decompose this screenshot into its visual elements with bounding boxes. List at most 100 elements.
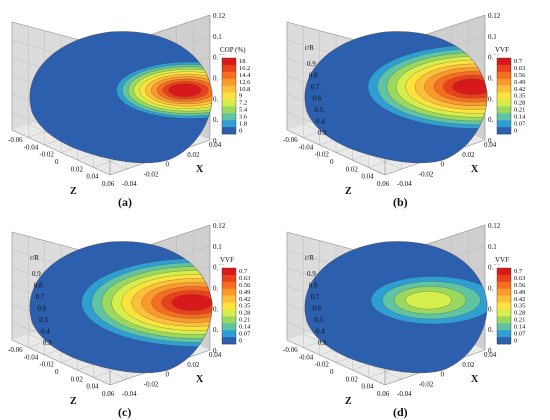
- colorbar-tick-label: 0.35: [239, 303, 250, 310]
- z-tick-label: 0: [330, 368, 334, 376]
- y-tick-label: 0.1: [488, 243, 497, 251]
- z-axis-label: Z: [70, 186, 77, 197]
- z-axis-label: Z: [70, 396, 77, 407]
- y-tick-label: 0: [213, 137, 217, 145]
- colorbar-swatch: [497, 58, 511, 66]
- x-tick-label: -0.02: [144, 380, 159, 388]
- colorbar-tick-label: 0: [239, 127, 242, 134]
- x-axis-label: X: [471, 374, 479, 385]
- colorbar-tick-label: 0.14: [514, 323, 526, 330]
- colorbar-tick-label: 3.6: [239, 113, 248, 120]
- y-tick-label: 0.12: [488, 12, 501, 20]
- rr-tick-label: 0.4: [316, 118, 325, 126]
- colorbar-swatch: [497, 274, 511, 283]
- colorbar-tick-label: 18: [239, 58, 246, 65]
- rr-tick-label: 0.9: [307, 60, 316, 68]
- panel-caption: (c): [118, 405, 131, 419]
- colorbar-swatch: [497, 281, 511, 290]
- colorbar-tick-label: 0.14: [514, 113, 526, 120]
- colorbar-tick-label: 0.7: [514, 268, 523, 275]
- colorbar-swatch: [222, 309, 236, 317]
- z-tick-label: 0.02: [346, 375, 359, 383]
- rr-tick-label: 0.5: [39, 316, 48, 324]
- z-tick-label: -0.06: [8, 136, 23, 144]
- z-tick-label: -0.02: [314, 361, 329, 369]
- z-tick-label: 0.06: [377, 390, 390, 398]
- rr-tick-label: 0.7: [36, 293, 45, 301]
- x-tick-label: 0.02: [187, 151, 200, 159]
- colorbar-swatch: [497, 113, 511, 121]
- z-tick-label: -0.04: [299, 143, 314, 151]
- colorbar-tick-label: 0.28: [514, 100, 525, 107]
- x-tick-label: -0.02: [419, 380, 434, 388]
- colorbar-swatch: [222, 295, 236, 303]
- colorbar-tick-label: 0.28: [239, 310, 250, 317]
- colorbar-swatch: [222, 71, 236, 80]
- x-tick-label: 0.02: [462, 151, 475, 159]
- colorbar-tick-label: 0: [514, 337, 517, 344]
- colorbar-swatch: [222, 274, 236, 283]
- z-tick-label: 0.02: [71, 165, 84, 173]
- y-tick-label: 0.1: [213, 33, 222, 41]
- x-tick-label: 0.02: [187, 361, 200, 369]
- rr-tick-label: 0.4: [316, 328, 325, 336]
- z-tick-label: 0.04: [361, 173, 374, 181]
- rr-axis-label: r/R: [305, 44, 314, 52]
- colorbar-tick-label: 0.42: [514, 296, 525, 303]
- colorbar-swatch: [497, 127, 511, 135]
- colorbar-swatch: [222, 99, 236, 107]
- z-tick-label: 0.06: [102, 390, 115, 398]
- colorbar-swatch: [497, 323, 511, 331]
- box-edge: [11, 339, 111, 386]
- colorbar-swatch: [222, 64, 236, 73]
- x-tick-label: 0: [166, 161, 170, 169]
- z-tick-label: -0.04: [299, 353, 314, 361]
- rr-tick-label: 0.8: [34, 282, 43, 290]
- colorbar-swatch: [497, 85, 511, 93]
- colorbar-swatch: [497, 71, 511, 80]
- z-tick-label: 0.04: [86, 383, 99, 391]
- box-edge: [286, 339, 386, 386]
- colorbar-frame: [496, 267, 512, 345]
- colorbar-swatch: [222, 316, 236, 324]
- colorbar-tick-label: 7.2: [239, 100, 247, 107]
- z-tick-label: -0.02: [39, 151, 54, 159]
- contour-band: [171, 294, 213, 311]
- colorbar-tick-label: 0.28: [514, 310, 525, 317]
- colorbar-swatch: [497, 337, 511, 345]
- y-tick-label: 0: [488, 347, 492, 355]
- z-tick-label: 0.02: [346, 165, 359, 173]
- colorbar-swatch: [497, 288, 511, 296]
- rr-axis-label: r/R: [30, 254, 39, 262]
- x-tick-label: -0.02: [419, 170, 434, 178]
- colorbar-tick-label: 0.42: [514, 86, 525, 93]
- colorbar-tick-label: 0.7: [239, 268, 248, 275]
- colorbar-frame: [221, 57, 237, 135]
- colorbar-swatch: [497, 106, 511, 114]
- colorbar-tick-label: 0.21: [514, 317, 525, 324]
- colorbar-tick-label: 14.4: [239, 72, 251, 79]
- x-tick-label: 0.04: [484, 141, 497, 149]
- colorbar-swatch: [497, 295, 511, 303]
- colorbar-swatch: [222, 78, 236, 86]
- colorbar-tick-label: 5.4: [239, 107, 248, 114]
- chart-panel-1: -0.06-0.04-0.0200.020.040.060.040.020-0.…: [8, 12, 264, 209]
- x-tick-label: 0: [441, 371, 445, 379]
- x-tick-label: 0.04: [209, 351, 222, 359]
- colorbar-tick-label: 0.21: [514, 107, 525, 114]
- colorbar-swatch: [497, 78, 511, 86]
- colorbar-tick-label: 0.07: [239, 330, 251, 337]
- colorbar-title: VVF: [220, 256, 234, 264]
- panel-caption: (b): [393, 195, 408, 209]
- colorbar-tick-label: 0.21: [239, 317, 250, 324]
- colorbar-swatch: [497, 64, 511, 73]
- colorbar-tick-label: 0.07: [514, 120, 526, 127]
- colorbar-swatch: [222, 85, 236, 93]
- colorbar-swatch: [222, 120, 236, 128]
- colorbar-tick-label: 0.49: [514, 289, 525, 296]
- colorbar-tick-label: 0: [239, 337, 242, 344]
- rr-tick-label: 0.8: [309, 72, 318, 80]
- colorbar-tick-label: 0.63: [514, 65, 525, 72]
- y-tick-label: 0.12: [213, 222, 226, 230]
- colorbar-swatch: [222, 337, 236, 345]
